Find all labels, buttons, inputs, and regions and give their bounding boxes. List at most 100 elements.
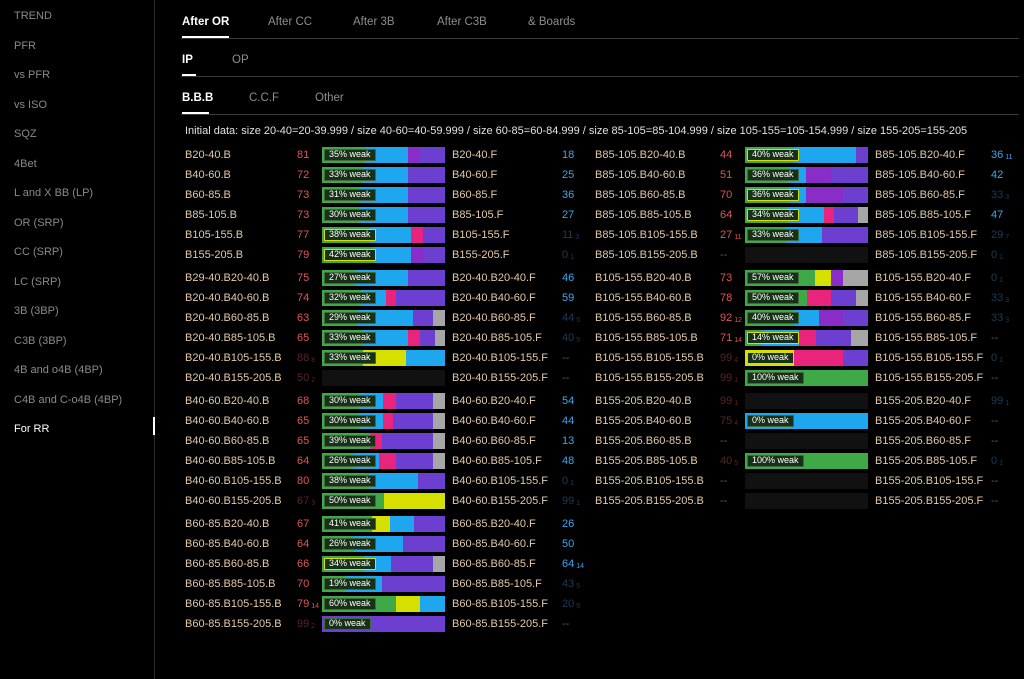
sample-count: 65 bbox=[297, 332, 310, 344]
sample-count: 99 1 bbox=[720, 372, 739, 384]
sidebar-item-pfr[interactable]: PFR bbox=[14, 39, 36, 52]
row-label: B155-205.B40-60.B bbox=[595, 415, 692, 427]
tab-op[interactable]: OP bbox=[232, 54, 249, 66]
row-label: B20-40.B bbox=[185, 149, 231, 161]
bar-segment-violet bbox=[422, 247, 445, 263]
tab-after-3b[interactable]: After 3B bbox=[353, 16, 395, 28]
sidebar-item-3b-3bp[interactable]: 3B (3BP) bbox=[14, 305, 59, 317]
sample-count: 63 bbox=[297, 312, 310, 324]
fold-label: B155-205.B20-40.F bbox=[875, 395, 972, 407]
fold-label: B105-155.B60-85.F bbox=[875, 312, 972, 324]
tab-after-or[interactable]: After OR bbox=[182, 16, 230, 28]
weak-percent-badge: 33% weak bbox=[324, 169, 376, 181]
tab-ccf[interactable]: C.C.F bbox=[249, 92, 280, 104]
distribution-bar: 100% weak bbox=[745, 453, 868, 469]
weak-percent-badge: 34% weak bbox=[747, 209, 799, 221]
row-label: B29-40.B20-40.B bbox=[185, 272, 270, 284]
bar-segment-pink bbox=[794, 350, 844, 366]
sample-count: 88 8 bbox=[297, 352, 316, 364]
fold-count: -- bbox=[991, 372, 999, 384]
fold-label: B40-60.B20-40.F bbox=[452, 395, 536, 407]
row-label: B85-105.B155-205.B bbox=[595, 249, 698, 261]
row-label: B40-60.B bbox=[185, 169, 231, 181]
sample-count: 73 bbox=[720, 272, 733, 284]
sample-count: -- bbox=[720, 435, 728, 447]
fold-count: 44 5 bbox=[562, 312, 581, 324]
sidebar-item-4bet[interactable]: 4Bet bbox=[14, 157, 37, 170]
distribution-bar: 38% weak bbox=[322, 227, 445, 243]
row-label: B40-60.B155-205.B bbox=[185, 495, 282, 507]
bar-segment-gray bbox=[432, 453, 445, 469]
distribution-bar: 30% weak bbox=[322, 413, 445, 429]
distribution-bar: 35% weak bbox=[322, 147, 445, 163]
weak-percent-badge: 19% weak bbox=[324, 578, 376, 590]
divider bbox=[181, 114, 1019, 115]
row-label: B60-85.B60-85.B bbox=[185, 558, 270, 570]
row-label: B85-105.B60-85.B bbox=[595, 189, 686, 201]
sidebar-item-vs-iso[interactable]: vs ISO bbox=[14, 98, 48, 111]
sidebar-item-cc-srp[interactable]: CC (SRP) bbox=[14, 246, 63, 258]
fold-label: B40-60.B85-105.F bbox=[452, 455, 542, 467]
sidebar-item-trend[interactable]: TREND bbox=[14, 10, 52, 22]
sidebar-item-l-and-x-bb-lp[interactable]: L and X BB (LP) bbox=[14, 187, 94, 199]
bar-segment-yellow bbox=[815, 270, 832, 286]
fold-label: B155-205.B40-60.F bbox=[875, 415, 972, 427]
bar-segment-violet bbox=[408, 207, 445, 223]
sidebar-item-lc-srp[interactable]: LC (SRP) bbox=[14, 275, 62, 288]
tab-ip[interactable]: IP bbox=[182, 54, 193, 66]
sidebar-item-vs-pfr[interactable]: vs PFR bbox=[14, 69, 51, 81]
row-label: B40-60.B60-85.B bbox=[185, 435, 270, 447]
sidebar-item-c3b-3bp[interactable]: C3B (3BP) bbox=[14, 334, 67, 347]
tab-after-cc[interactable]: After CC bbox=[268, 16, 313, 28]
row-label: B85-105.B bbox=[185, 209, 237, 221]
distribution-bar: 26% weak bbox=[322, 536, 445, 552]
distribution-bar: 100% weak bbox=[745, 370, 868, 386]
divider bbox=[181, 76, 1019, 77]
fold-label: B105-155.B20-40.F bbox=[875, 272, 972, 284]
tab-boards[interactable]: & Boards bbox=[528, 16, 576, 28]
distribution-bar: 29% weak bbox=[322, 310, 445, 326]
bar-segment-purple bbox=[408, 147, 421, 163]
distribution-bar bbox=[745, 247, 868, 263]
sidebar-active-indicator bbox=[153, 417, 155, 435]
distribution-bar: 14% weak bbox=[745, 330, 868, 346]
fold-label: B155-205.B85-105.F bbox=[875, 455, 978, 467]
bar-segment-gray bbox=[843, 270, 868, 286]
sidebar-item-c4b-and-c-o4b-4bp[interactable]: C4B and C-o4B (4BP) bbox=[14, 393, 123, 406]
fold-label: B20-40.B20-40.F bbox=[452, 272, 536, 284]
distribution-bar: 50% weak bbox=[322, 493, 445, 509]
tab-other[interactable]: Other bbox=[315, 92, 344, 104]
fold-label: B60-85.B40-60.F bbox=[452, 538, 536, 550]
distribution-bar: 42% weak bbox=[322, 247, 445, 263]
fold-count: 42 bbox=[991, 169, 1004, 181]
fold-label: B40-60.B60-85.F bbox=[452, 435, 536, 447]
tab-bbb[interactable]: B.B.B bbox=[182, 92, 214, 104]
bar-segment-purple bbox=[806, 187, 844, 203]
tab-after-c3b[interactable]: After C3B bbox=[437, 16, 487, 28]
bar-segment-blue bbox=[389, 516, 415, 532]
sidebar-item-sqz[interactable]: SQZ bbox=[14, 128, 37, 140]
fold-label: B60-85.B155-205.F bbox=[452, 618, 549, 630]
sample-count: 67 bbox=[297, 518, 310, 530]
bar-segment-gray bbox=[850, 330, 868, 346]
fold-count: -- bbox=[562, 352, 570, 364]
sidebar-item-or-srp[interactable]: OR (SRP) bbox=[14, 216, 64, 229]
weak-percent-badge: 38% weak bbox=[324, 229, 376, 241]
weak-percent-badge: 40% weak bbox=[747, 312, 799, 324]
weak-percent-badge: 32% weak bbox=[324, 292, 376, 304]
fold-count: 48 bbox=[562, 455, 575, 467]
row-label: B20-40.B60-85.B bbox=[185, 312, 270, 324]
row-label: B155-205.B85-105.B bbox=[595, 455, 698, 467]
sidebar-item-for-rr[interactable]: For RR bbox=[14, 423, 50, 435]
row-label: B60-85.B bbox=[185, 189, 231, 201]
sample-count: 67 3 bbox=[297, 495, 316, 507]
sample-count: 44 bbox=[720, 149, 733, 161]
bar-segment-violet bbox=[420, 147, 445, 163]
bar-segment-violet bbox=[422, 227, 445, 243]
sample-count: 65 bbox=[297, 415, 310, 427]
bar-segment-pink bbox=[385, 290, 396, 306]
sidebar-item-4b-and-o4b-4bp[interactable]: 4B and o4B (4BP) bbox=[14, 364, 103, 376]
fold-count: 54 bbox=[562, 395, 575, 407]
